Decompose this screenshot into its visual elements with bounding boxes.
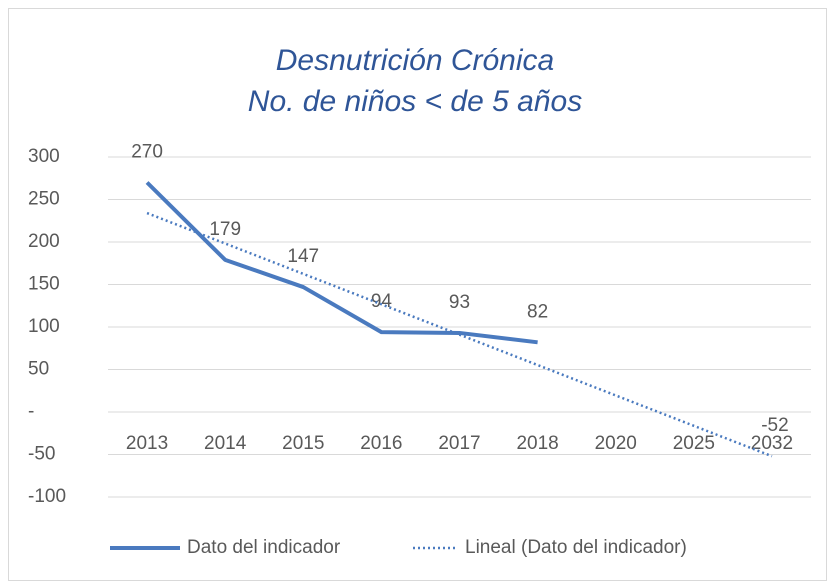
- x-tick-label: 2017: [438, 433, 480, 454]
- chart-title: Desnutrición Crónica: [276, 44, 554, 77]
- y-tick-label: -: [28, 401, 34, 422]
- data-label: 93: [449, 292, 470, 313]
- y-tick-label: 200: [28, 231, 60, 252]
- data-label: 94: [371, 291, 393, 312]
- chart-border: [8, 8, 827, 581]
- x-tick-label: 2020: [595, 433, 637, 454]
- chart-subtitle: No. de niños < de 5 años: [248, 85, 582, 118]
- y-tick-label: -50: [28, 444, 55, 465]
- data-label: 147: [287, 246, 319, 267]
- series-line: [145, 181, 538, 345]
- y-tick-label: 300: [28, 146, 60, 167]
- x-tick-label: 2025: [673, 433, 715, 454]
- y-tick-label: 150: [28, 274, 60, 295]
- x-tick-label: 2015: [282, 433, 324, 454]
- data-label: -52: [761, 415, 788, 436]
- x-tick-label: 2018: [516, 433, 558, 454]
- x-tick-label: 2013: [126, 433, 168, 454]
- y-tick-label: -100: [28, 486, 66, 507]
- y-tick-label: 50: [28, 359, 49, 380]
- series-line: [146, 211, 773, 458]
- legend-label: Dato del indicador: [187, 537, 341, 558]
- legend-label: Lineal (Dato del indicador): [465, 537, 687, 558]
- data-label: 270: [131, 142, 163, 163]
- x-tick-label: 2032: [751, 433, 793, 454]
- y-tick-label: 250: [28, 189, 60, 210]
- data-label: 179: [209, 219, 241, 240]
- data-label: 82: [527, 301, 548, 322]
- y-tick-label: 100: [28, 316, 60, 337]
- x-tick-label: 2014: [204, 433, 247, 454]
- x-tick-label: 2016: [360, 433, 402, 454]
